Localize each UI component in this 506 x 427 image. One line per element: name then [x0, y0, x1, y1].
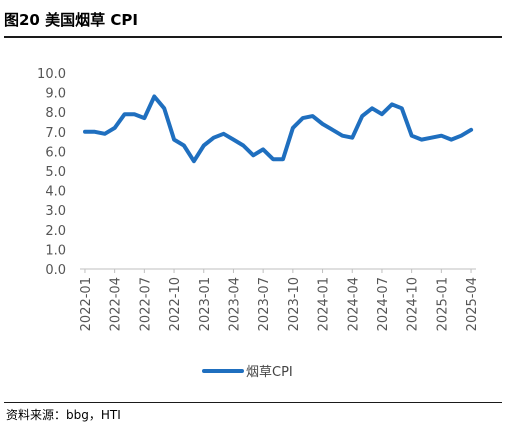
x-tick-label: 2022-07 — [138, 277, 153, 331]
x-tick-label: 2023-01 — [198, 277, 213, 331]
y-tick-label: 0.0 — [45, 263, 66, 278]
y-tick-label: 7.0 — [45, 126, 66, 141]
source-note: 资料来源：bbg，HTI — [6, 408, 121, 422]
y-tick-label: 3.0 — [45, 204, 66, 219]
y-tick-label: 4.0 — [45, 185, 66, 200]
x-tick-label: 2022-10 — [168, 277, 183, 331]
x-tick-label: 2024-07 — [376, 277, 391, 331]
x-tick-label: 2022-01 — [79, 277, 94, 331]
line-chart: 0.0 1.0 2.0 3.0 4.0 5.0 6.0 7.0 8.0 9.0 10.0 2022-… — [37, 67, 480, 380]
y-tick-label: 9.0 — [45, 87, 66, 102]
y-tick-label: 2.0 — [45, 224, 66, 239]
y-tick-label: 6.0 — [45, 145, 66, 160]
x-tick-label: 2024-04 — [346, 277, 361, 331]
y-tick-label: 5.0 — [45, 165, 66, 180]
title-bar — [4, 4, 502, 38]
x-tick-label: 2022-04 — [109, 277, 124, 331]
x-axis-ticks: 2022-01 2022-04 2022-07 2022-10 2023-01 2023-… — [79, 269, 480, 331]
x-tick-label: 2024-01 — [317, 277, 332, 331]
x-tick-label: 2024-10 — [406, 277, 421, 331]
x-tick-label: 2023-10 — [287, 277, 302, 331]
footer-divider — [4, 402, 502, 403]
legend: 烟草CPI — [202, 365, 293, 380]
y-axis-ticks: 0.0 1.0 2.0 3.0 4.0 5.0 6.0 7.0 8.0 9.0 10.0 — [37, 67, 66, 278]
x-tick-label: 2023-07 — [257, 277, 272, 331]
y-tick-label: 8.0 — [45, 106, 66, 121]
y-tick-label: 1.0 — [45, 243, 66, 258]
legend-label: 烟草CPI — [246, 365, 293, 380]
x-tick-label: 2023-04 — [227, 277, 242, 331]
x-tick-label: 2025-04 — [465, 277, 480, 331]
chart-title: 图20 美国烟草 CPI — [4, 11, 138, 29]
x-tick-label: 2025-01 — [435, 277, 450, 331]
series-line-tobacco-cpi — [83, 94, 474, 164]
y-tick-label: 10.0 — [37, 67, 66, 82]
